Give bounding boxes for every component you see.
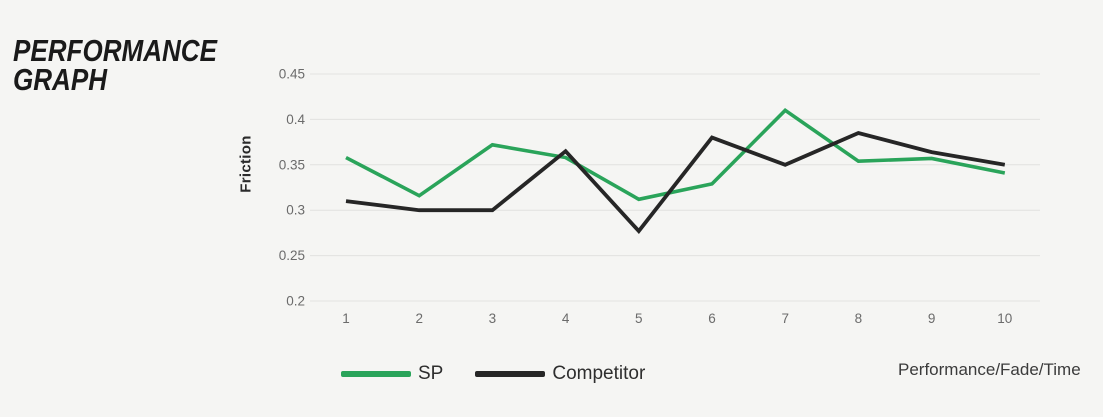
legend-label-competitor: Competitor [552, 363, 646, 384]
series-line-sp [345, 107, 1006, 202]
page-title-line-1: PERFORMANCE [13, 33, 217, 68]
competitor-line-swatch [475, 371, 546, 377]
x-tick-label: 4 [562, 311, 570, 326]
x-tick-label: 6 [708, 311, 716, 326]
legend-item-sp: SP [341, 363, 443, 385]
y-tick-label: 0.4 [286, 112, 305, 127]
legend-item-competitor: Competitor [475, 363, 645, 385]
x-tick-label: 3 [489, 311, 497, 326]
y-tick-label: 0.25 [279, 248, 305, 263]
y-tick-label: 0.35 [279, 157, 305, 172]
x-tick-label: 5 [635, 311, 643, 326]
x-tick-label: 8 [855, 311, 863, 326]
legend-label-sp: SP [418, 363, 444, 384]
x-tick-label: 10 [997, 311, 1012, 326]
x-axis-label: Performance/Fade/Time [898, 360, 1081, 379]
chart-legend: SP Competitor [341, 363, 645, 385]
page-title-line-2: GRAPH [13, 62, 108, 97]
series-line-competitor [345, 131, 1006, 235]
y-tick-label: 0.3 [286, 203, 305, 218]
page-title: PERFORMANCE GRAPH [13, 33, 217, 97]
x-tick-label: 9 [928, 311, 936, 326]
x-tick-label: 1 [342, 311, 350, 326]
x-tick-label: 2 [415, 311, 423, 326]
y-tick-label: 0.2 [286, 294, 305, 309]
x-tick-label: 7 [781, 311, 789, 326]
y-tick-label: 0.45 [279, 67, 305, 82]
sp-line-swatch [341, 371, 411, 377]
